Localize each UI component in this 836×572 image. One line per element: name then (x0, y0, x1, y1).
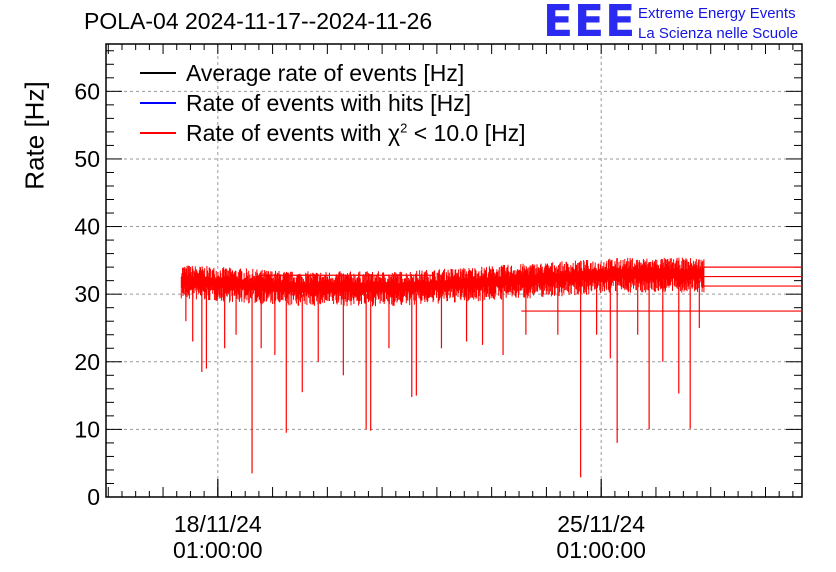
y-tick-label: 0 (87, 484, 100, 510)
y-axis-label: Rate [Hz] (19, 81, 50, 190)
x-tick-label-time: 01:00:00 (556, 537, 646, 563)
x-tick-label-date: 18/11/24 (174, 511, 262, 537)
y-tick-label: 20 (74, 349, 100, 375)
y-tick-label: 40 (74, 214, 100, 240)
eee-logo: EEE (543, 0, 637, 47)
eee-logo-line2: La Scienza nelle Scuole (638, 25, 799, 42)
x-tick-label-date: 25/11/24 (557, 511, 645, 537)
plot-frame (105, 43, 803, 498)
legend-swatch-chi2 (140, 132, 176, 134)
legend-item-hits-rate: Rate of events with hits [Hz] (140, 88, 526, 118)
y-tick-label: 10 (74, 416, 100, 442)
chart-title: POLA-04 2024-11-17--2024-11-26 (84, 8, 433, 34)
legend-label-hits: Rate of events with hits [Hz] (186, 89, 472, 116)
y-tick-label: 60 (74, 78, 100, 104)
y-tick-label: 30 (74, 281, 100, 307)
legend-label-average: Average rate of events [Hz] (186, 59, 465, 86)
legend-item-chi2-rate: Rate of events with χ2 < 10.0 [Hz] (140, 118, 526, 148)
legend-swatch-hits (140, 102, 176, 104)
eee-logo-line1: Extreme Energy Events (638, 5, 796, 22)
legend: Average rate of events [Hz] Rate of even… (140, 58, 526, 148)
x-tick-label-time: 01:00:00 (173, 537, 263, 563)
rate-band (180, 257, 705, 307)
legend-label-chi2: Rate of events with χ2 < 10.0 [Hz] (186, 119, 526, 146)
y-tick-label: 50 (74, 146, 100, 172)
eee-logo-text: Extreme Energy Events La Scienza nelle S… (638, 4, 798, 44)
legend-item-average-rate: Average rate of events [Hz] (140, 58, 526, 88)
legend-swatch-average (140, 72, 176, 74)
